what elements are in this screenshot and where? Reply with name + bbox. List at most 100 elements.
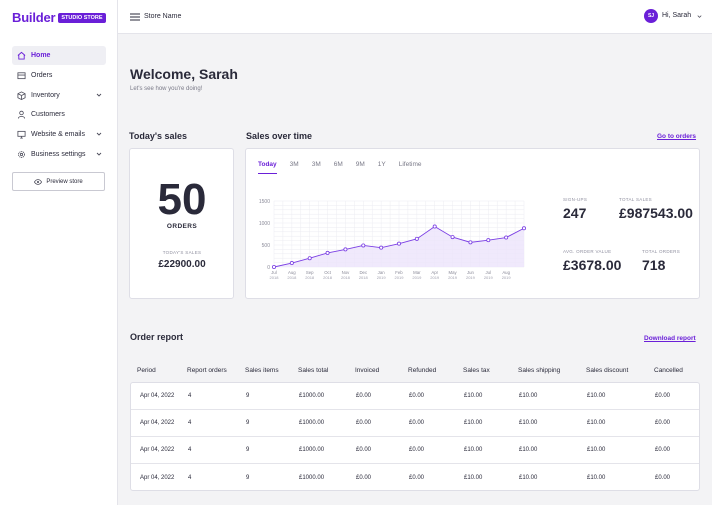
sidebar-item-inventory[interactable]: Inventory xyxy=(12,86,106,105)
x-tick-year: 2018 xyxy=(323,275,333,280)
store-name: Store Name xyxy=(144,13,182,20)
table-cell: £1000.00 xyxy=(299,447,325,453)
time-range-tabs: Today 3M 3M 6M 9M 1Y Lifetime xyxy=(258,161,435,174)
table-cell: £10.00 xyxy=(519,474,538,481)
tab-9m[interactable]: 9M xyxy=(355,161,365,168)
x-tick-label: Aug xyxy=(502,270,510,275)
tab-today[interactable]: Today xyxy=(258,161,277,174)
x-tick-label: Nov xyxy=(342,270,350,275)
column-header: Report orders xyxy=(187,366,227,374)
sales-over-time-card: Today 3M 3M 6M 9M 1Y Lifetime 0 500 1000 15… xyxy=(245,148,700,299)
logo-text: Builder xyxy=(12,10,56,25)
data-point xyxy=(289,261,294,266)
sidebar-item-home[interactable]: Home xyxy=(12,46,106,65)
table-row[interactable]: Apr 04, 2022 4 9 £1000.00 £0.00 £0.00 £10.00 £1… xyxy=(131,437,699,464)
page-title: Welcome, Sarah xyxy=(130,66,238,82)
sidebar-item-label: Inventory xyxy=(31,91,60,99)
table-cell: £10.00 xyxy=(464,393,483,399)
data-point xyxy=(307,256,312,261)
sidebar-item-website-emails[interactable]: Website & emails xyxy=(12,125,106,144)
column-header: Period xyxy=(137,366,156,374)
gear-icon xyxy=(18,151,25,158)
hamburger-menu-icon[interactable] xyxy=(130,13,140,21)
sidebar-item-label: Orders xyxy=(31,71,53,79)
download-report-link[interactable]: Download report xyxy=(644,335,696,342)
orders-count: 50 xyxy=(157,175,207,224)
logo[interactable]: Builder STUDIO STORE xyxy=(12,10,106,25)
x-tick-label: Aug xyxy=(288,270,296,275)
sidebar-item-customers[interactable]: Customers xyxy=(12,105,106,124)
tab-3m[interactable]: 3M xyxy=(289,161,299,168)
top-header: Store Name SJ Hi, Sarah xyxy=(118,0,712,34)
x-tick-label: Oct xyxy=(324,270,331,275)
table-cell: £10.00 xyxy=(519,420,538,426)
x-tick-year: 2018 xyxy=(359,275,369,280)
y-tick-label: 1000 xyxy=(259,221,270,227)
table-cell: 9 xyxy=(246,393,250,399)
tab-6m[interactable]: 6M xyxy=(333,161,343,168)
table-cell: £1000.00 xyxy=(299,474,325,481)
sidebar-item-label: Business settings xyxy=(31,150,86,158)
stat-label: TOTAL SALES xyxy=(619,197,652,202)
table-cell: 4 xyxy=(188,393,192,399)
sidebar-item-label: Customers xyxy=(31,111,65,119)
stat-value: £3678.00 xyxy=(563,257,622,273)
avatar[interactable]: SJ xyxy=(644,9,658,23)
x-tick-year: 2019 xyxy=(502,275,512,280)
preview-store-button[interactable]: Preview store xyxy=(12,172,105,191)
table-cell: Apr 04, 2022 xyxy=(140,420,175,426)
table-row[interactable]: Apr 04, 2022 4 9 £1000.00 £0.00 £0.00 £10.00 £1… xyxy=(131,410,699,437)
table-row[interactable]: Apr 04, 2022 4 9 £1000.00 £0.00 £0.00 £10.00 £1… xyxy=(131,464,699,491)
data-point xyxy=(521,226,526,231)
data-point xyxy=(432,224,437,229)
sidebar-item-label: Website & emails xyxy=(31,131,85,139)
table-cell: 9 xyxy=(246,420,250,426)
data-point xyxy=(379,245,384,250)
table-cell: £10.00 xyxy=(464,447,483,453)
sales-area xyxy=(274,226,524,267)
table-cell: 4 xyxy=(188,447,192,453)
tab-lifetime[interactable]: Lifetime xyxy=(398,161,422,168)
table-cell: £0.00 xyxy=(409,447,425,453)
data-point xyxy=(325,250,330,255)
table-cell: £10.00 xyxy=(464,474,483,481)
data-point xyxy=(396,241,401,246)
sidebar-item-orders[interactable]: Orders xyxy=(12,66,106,85)
x-tick-label: Mar xyxy=(413,270,421,275)
x-tick-label: Sep xyxy=(306,270,314,275)
orders-icon xyxy=(17,72,26,79)
table-cell: £10.00 xyxy=(587,474,606,481)
x-tick-year: 2019 xyxy=(466,275,476,280)
column-header: Sales total xyxy=(298,366,329,374)
order-report-header: Period Report orders Sales items Sales tota… xyxy=(130,360,700,380)
logo-badge: STUDIO STORE xyxy=(58,12,106,23)
column-header: Invoiced xyxy=(355,366,380,374)
table-row[interactable]: Apr 04, 2022 4 9 £1000.00 £0.00 £0.00 £10.00 £1… xyxy=(131,383,699,410)
column-header: Sales discount xyxy=(586,366,629,374)
table-cell: £10.00 xyxy=(519,393,538,399)
x-tick-label: Jun xyxy=(467,270,475,275)
data-point xyxy=(271,265,276,270)
x-tick-year: 2019 xyxy=(395,275,405,280)
data-point xyxy=(450,235,455,240)
sidebar: Builder STUDIO STORE Home Orders Invento… xyxy=(0,0,118,505)
data-point xyxy=(343,247,348,252)
tab-3m-alt[interactable]: 3M xyxy=(311,161,321,168)
chevron-down-icon[interactable] xyxy=(696,13,703,20)
table-cell: £0.00 xyxy=(655,420,671,426)
table-cell: Apr 04, 2022 xyxy=(140,474,175,481)
table-cell: £1000.00 xyxy=(299,420,325,426)
stat-value: 718 xyxy=(642,257,666,273)
y-tick-label: 500 xyxy=(262,243,271,249)
x-tick-label: Feb xyxy=(395,270,403,275)
stat-signups: SIGN-UPS 247 xyxy=(563,197,587,221)
user-greeting[interactable]: Hi, Sarah xyxy=(662,12,692,19)
table-cell: 4 xyxy=(188,420,192,426)
table-cell: £0.00 xyxy=(356,447,372,453)
sidebar-item-business-settings[interactable]: Business settings xyxy=(12,145,106,164)
go-to-orders-link[interactable]: Go to orders xyxy=(657,133,697,140)
table-cell: Apr 04, 2022 xyxy=(140,447,175,453)
tab-1y[interactable]: 1Y xyxy=(377,161,386,168)
table-cell: 4 xyxy=(188,474,192,481)
table-cell: £0.00 xyxy=(409,420,425,426)
